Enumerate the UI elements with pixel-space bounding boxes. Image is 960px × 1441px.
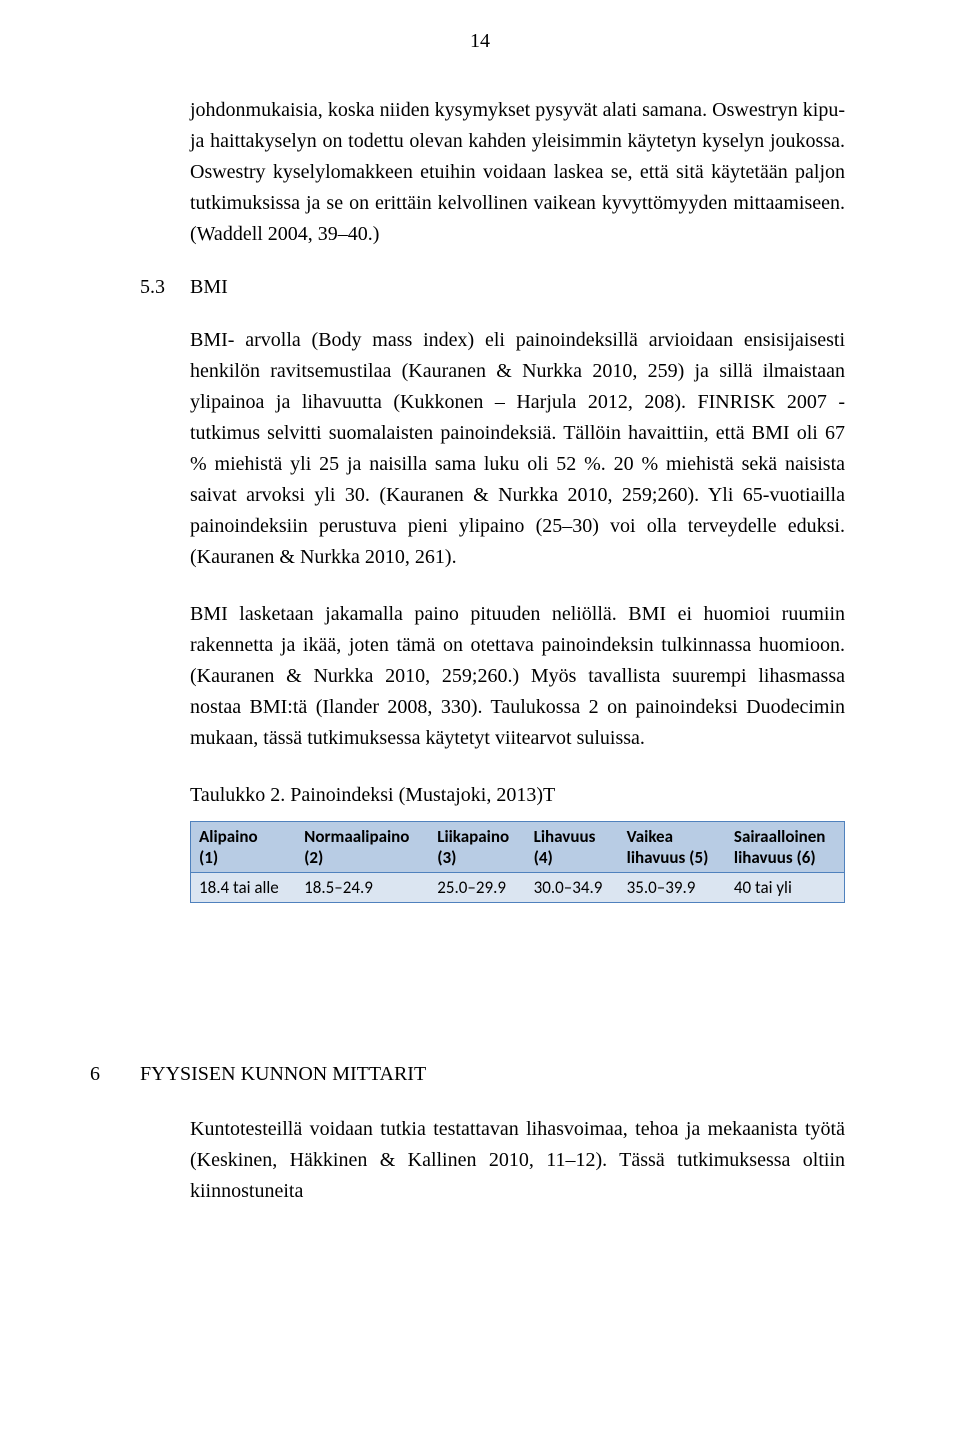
table-header-cell: Liikapaino(3) [429,822,525,873]
table: Alipaino(1)Normaalipaino(2)Liikapaino(3)… [190,821,845,903]
section-6: 6 FYYSISEN KUNNON MITTARIT Kuntotesteill… [190,1063,845,1207]
section-title: BMI [190,276,228,299]
content-area: johdonmukaisia, koska niiden kysymykset … [190,95,845,1207]
section-number: 5.3 [140,276,190,299]
page: 14 johdonmukaisia, koska niiden kysymyks… [0,0,960,1441]
table-header-cell: Normaalipaino(2) [296,822,429,873]
table-cell: 18.4 tai alle [191,873,297,903]
table-header-cell: Alipaino(1) [191,822,297,873]
table-cell: 25.0–29.9 [429,873,525,903]
table-cell: 35.0–39.9 [619,873,726,903]
section-6-heading: 6 FYYSISEN KUNNON MITTARIT [190,1063,845,1086]
table-row: 18.4 tai alle18.5–24.925.0–29.930.0–34.9… [191,873,845,903]
section-number: 6 [90,1063,140,1086]
section-5-3-body: BMI- arvolla (Body mass index) eli paino… [190,325,845,903]
table-cell: 40 tai yli [726,873,845,903]
table-caption: Taulukko 2. Painoindeksi (Mustajoki, 201… [190,780,845,811]
table-header-cell: Sairaalloinenlihavuus (6) [726,822,845,873]
table-cell: 30.0–34.9 [526,873,619,903]
bmi-paragraph-1: BMI- arvolla (Body mass index) eli paino… [190,325,845,573]
table-header-row: Alipaino(1)Normaalipaino(2)Liikapaino(3)… [191,822,845,873]
table-cell: 18.5–24.9 [296,873,429,903]
bmi-paragraph-2: BMI lasketaan jakamalla paino pituuden n… [190,599,845,754]
table-header-cell: Lihavuus(4) [526,822,619,873]
section-5-3-heading: 5.3 BMI [190,276,845,299]
section-title: FYYSISEN KUNNON MITTARIT [140,1063,426,1086]
bmi-table: Alipaino(1)Normaalipaino(2)Liikapaino(3)… [190,821,845,903]
table-header-cell: Vaikealihavuus (5) [619,822,726,873]
section-6-paragraph: Kuntotesteillä voidaan tutkia testattava… [190,1114,845,1207]
intro-paragraph: johdonmukaisia, koska niiden kysymykset … [190,95,845,250]
page-number: 14 [470,30,490,53]
